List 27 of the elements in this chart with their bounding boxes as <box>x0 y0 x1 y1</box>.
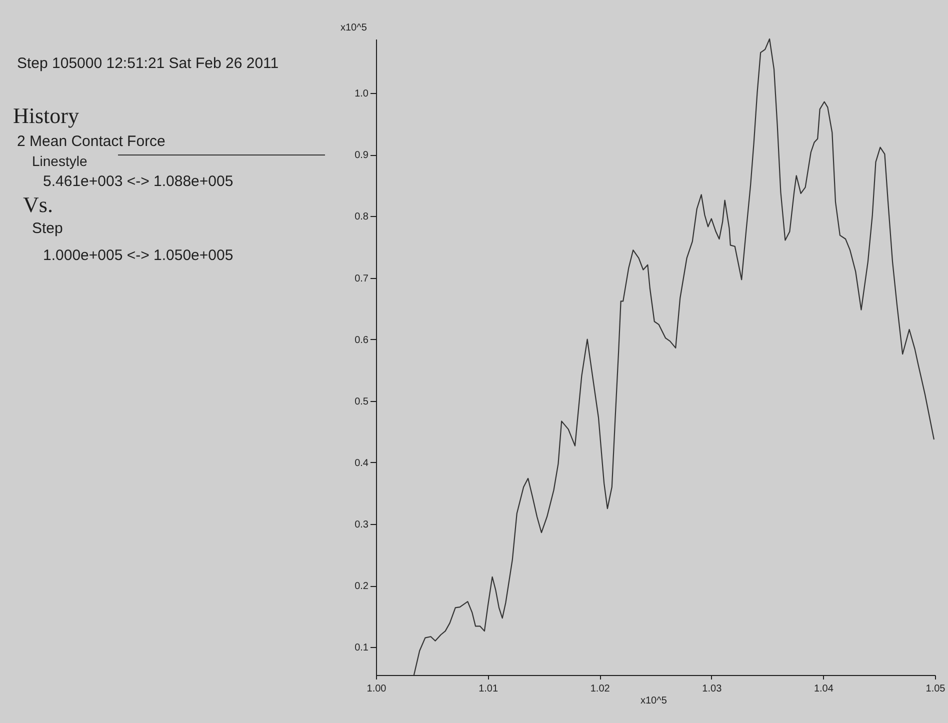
text: Linestyle <box>32 153 88 169</box>
text: Step 105000 12:51:21 Sat Feb 26 2011 <box>17 55 279 72</box>
text: Vs. <box>23 192 53 217</box>
x-tick-label: 1.01 <box>478 684 498 694</box>
y-tick-label: 0.3 <box>354 519 369 530</box>
x-axis-title: x10^5 <box>640 696 668 706</box>
y-tick-label: 0.2 <box>354 581 369 592</box>
y-tick-label: 1.0 <box>354 88 369 100</box>
y-tick-label: 0.6 <box>354 334 369 346</box>
x-tick-label: 1.00 <box>366 684 387 694</box>
text: 1.000e+005 <-> 1.050e+005 <box>43 247 234 264</box>
y-tick-label: 0.1 <box>354 642 369 654</box>
x-tick-label: 1.05 <box>926 684 946 694</box>
y-tick-label: 0.8 <box>354 212 369 223</box>
line-series <box>413 38 934 676</box>
y-tick-label: 0.5 <box>354 396 369 408</box>
text: Step <box>32 220 63 237</box>
text: 5.461e+003 <-> 1.088e+005 <box>43 173 234 190</box>
y-tick-label: 0.9 <box>354 150 369 162</box>
x-tick-label: 1.03 <box>702 684 722 694</box>
y-tick-label: 0.4 <box>354 458 369 469</box>
text: 2 Mean Contact Force <box>17 133 166 150</box>
y-tick-label: 0.7 <box>354 273 369 284</box>
x-tick-label: 1.04 <box>814 684 834 694</box>
y-axis-title: x10^5 <box>340 22 368 34</box>
x-tick-label: 1.02 <box>590 684 610 694</box>
legend-title: History <box>13 103 79 128</box>
